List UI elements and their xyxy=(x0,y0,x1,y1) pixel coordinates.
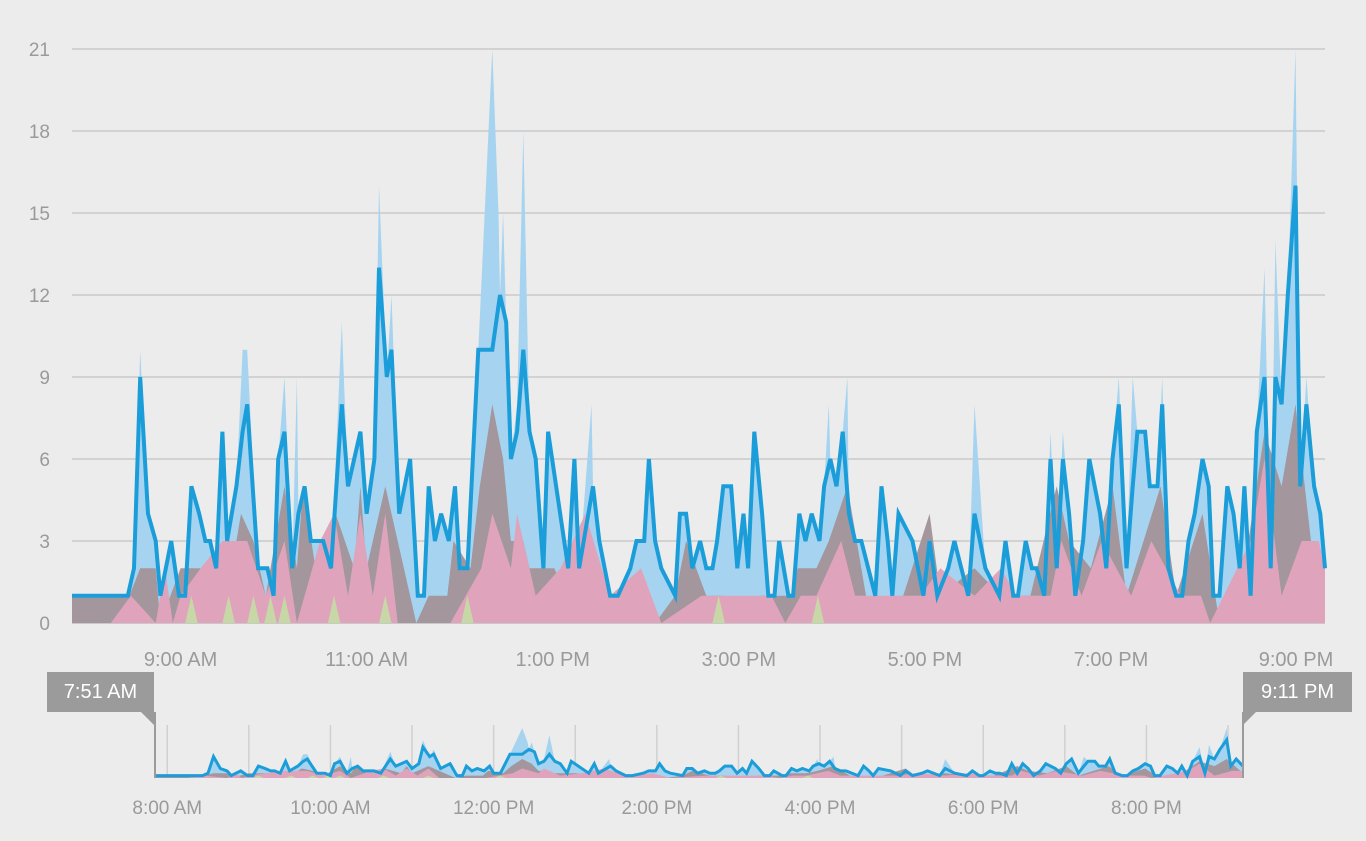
green-spike xyxy=(712,595,725,623)
green-spike xyxy=(334,775,346,778)
navigator-tick-label: 4:00 PM xyxy=(785,798,856,819)
green-spike xyxy=(495,775,506,778)
y-tick-label: 3 xyxy=(39,532,50,553)
green-spike xyxy=(327,595,341,623)
main-plot xyxy=(72,49,1327,623)
range-end-handle[interactable]: 9:11 PM xyxy=(1243,672,1352,725)
green-spike xyxy=(222,595,235,623)
green-spike xyxy=(185,595,198,623)
y-tick-label: 21 xyxy=(29,40,50,61)
green-spike xyxy=(264,595,277,623)
green-spike xyxy=(802,775,814,778)
x-tick-label: 9:00 PM xyxy=(1259,649,1333,671)
x-tick-label: 9:00 AM xyxy=(144,649,217,671)
green-spike xyxy=(285,775,297,778)
upper-area xyxy=(72,49,1325,623)
green-spike xyxy=(322,775,334,778)
pink-area xyxy=(155,763,1243,778)
y-tick-label: 18 xyxy=(29,122,50,143)
green-spike xyxy=(379,595,392,623)
y-tick-label: 15 xyxy=(29,204,50,225)
green-spike xyxy=(252,775,264,778)
y-tick-label: 6 xyxy=(39,450,50,471)
pink-area xyxy=(72,459,1325,623)
navigator-tick-label: 10:00 AM xyxy=(290,798,370,819)
x-tick-label: 3:00 PM xyxy=(702,649,776,671)
navigator-tick-label: 8:00 PM xyxy=(1111,798,1182,819)
navigator: 8:00 AM 10:00 AM 12:00 PM 2:00 PM 4:00 PM 6:0… xyxy=(132,712,1244,819)
navigator-tick-label: 12:00 PM xyxy=(453,798,534,819)
green-spike xyxy=(307,775,319,778)
range-start-handle[interactable]: 7:51 AM xyxy=(47,672,154,725)
x-tick-label: 11:00 AM xyxy=(325,649,408,671)
upper-area xyxy=(155,728,1243,778)
series-line xyxy=(72,185,1327,604)
y-tick-label: 12 xyxy=(29,286,50,307)
x-tick-label: 1:00 PM xyxy=(515,649,589,671)
green-spike xyxy=(715,775,727,778)
navigator-tick-label: 8:00 AM xyxy=(132,798,202,819)
x-tick-label: 7:00 PM xyxy=(1074,649,1148,671)
green-spike xyxy=(378,775,389,778)
series-line xyxy=(155,736,1243,780)
green-spike xyxy=(422,775,434,778)
y-tick-label: 9 xyxy=(39,368,50,389)
green-spike xyxy=(278,595,291,623)
navigator-tick-label: 2:00 PM xyxy=(621,798,692,819)
green-spike xyxy=(461,595,474,623)
green-spike xyxy=(811,595,825,623)
green-spike xyxy=(247,595,260,623)
y-tick-label: 0 xyxy=(39,614,50,635)
navigator-plot xyxy=(155,728,1243,780)
navigator-tick-label: 6:00 PM xyxy=(948,798,1019,819)
x-tick-label: 5:00 PM xyxy=(888,649,962,671)
